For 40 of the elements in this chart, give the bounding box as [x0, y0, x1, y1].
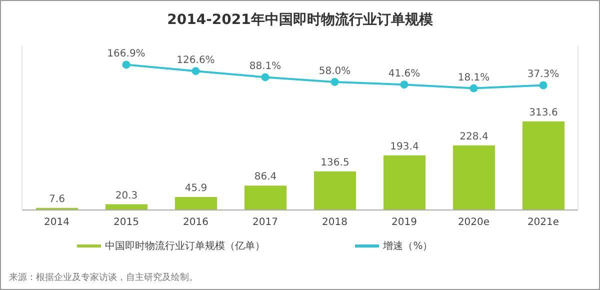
data-label: 41.6% [388, 68, 420, 80]
bar [244, 186, 286, 210]
point [400, 80, 408, 89]
x-tick-label: 2018 [322, 217, 348, 228]
point [261, 73, 270, 82]
point [330, 78, 339, 86]
data-label: 136.5 [320, 157, 350, 168]
data-label: 313.6 [529, 107, 558, 118]
data-label: 37.3% [527, 69, 560, 80]
data-label: 193.4 [390, 141, 419, 152]
data-label: 228.4 [460, 131, 488, 142]
legend-label: 中国即时物流行业订单规模（亿单） [105, 240, 266, 252]
bar [314, 171, 356, 210]
source-note: 来源：根据企业及专家访谈，自主研究及绘制。 [9, 272, 198, 284]
point [192, 67, 200, 76]
point [470, 84, 478, 92]
bar [453, 145, 495, 210]
data-label: 45.9 [184, 183, 208, 194]
point [122, 60, 130, 69]
data-label: 18.1% [458, 72, 490, 84]
data-label: 126.6% [176, 55, 215, 66]
data-label: 58.0% [318, 66, 351, 77]
x-tick-label: 2020e [458, 217, 490, 228]
x-tick-label: 2017 [252, 217, 278, 228]
bar [384, 155, 426, 210]
point [539, 81, 548, 90]
bar [522, 121, 564, 210]
bar [175, 197, 217, 210]
data-label: 7.6 [49, 194, 65, 205]
x-tick-label: 2021e [527, 217, 560, 228]
x-tick-label: 2016 [183, 217, 208, 228]
data-label: 20.3 [115, 190, 138, 202]
data-label: 86.4 [254, 172, 277, 183]
x-tick-label: 2014 [44, 217, 70, 228]
data-label: 88.1% [249, 61, 282, 72]
legend-label: 增速（%） [383, 240, 433, 252]
x-tick-label: 2015 [114, 217, 139, 228]
data-label: 166.9% [107, 48, 146, 60]
chart-title: 2014-2021年中国即时物流行业订单规模 [166, 11, 434, 29]
x-tick-label: 2019 [392, 217, 417, 228]
